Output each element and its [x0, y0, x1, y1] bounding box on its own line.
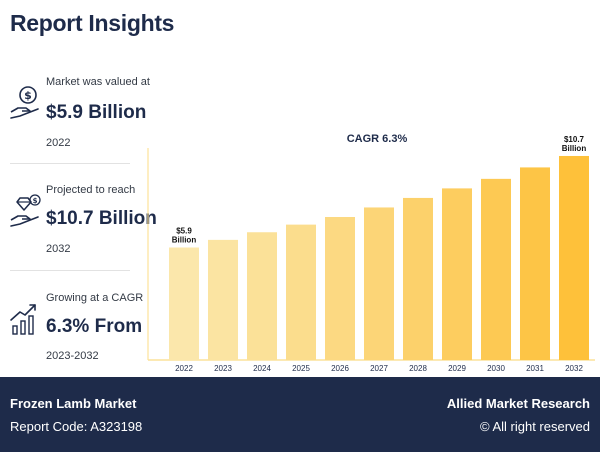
data-label: $10.7 [564, 135, 585, 144]
bar-2023 [208, 239, 238, 360]
x-tick-label: 2027 [370, 364, 388, 373]
footer: Frozen Lamb Market Report Code: A323198 … [0, 377, 600, 452]
data-label: $5.9 [176, 227, 192, 236]
market-name: Frozen Lamb Market [10, 396, 137, 411]
svg-text:$: $ [33, 197, 38, 205]
stat-sub: 2023-2032 [46, 350, 99, 362]
x-tick-label: 2025 [292, 364, 310, 373]
x-tick-label: 2023 [214, 364, 232, 373]
x-tick-label: 2030 [487, 364, 505, 373]
stat-value: 6.3% From [46, 316, 143, 337]
data-label: Billion [562, 144, 587, 153]
bar-2024 [247, 232, 277, 360]
data-label: Billion [172, 236, 197, 245]
divider [10, 163, 130, 164]
growth-chart-icon [10, 304, 36, 335]
stat-label: Growing at a CAGR [46, 292, 144, 304]
bar-2026 [325, 216, 355, 360]
copyright: © All right reserved [479, 419, 590, 434]
diamond-hand-icon: $ [10, 194, 41, 227]
chart-title: CAGR 6.3% [347, 133, 408, 145]
x-tick-label: 2026 [331, 364, 349, 373]
x-tick-label: 2029 [448, 364, 466, 373]
x-tick-label: 2028 [409, 364, 427, 373]
bar-chart: CAGR 6.3% 2022 2023 2024 2025 2026 2027 2028 20… [147, 133, 595, 373]
svg-text:$: $ [24, 89, 32, 102]
stat-value: $5.9 Billion [46, 102, 147, 123]
stat-sub: 2032 [46, 243, 71, 255]
money-hand-icon: $ [10, 86, 39, 119]
bar-2029 [442, 188, 472, 360]
bar-2030 [481, 178, 511, 360]
x-tick-label: 2032 [565, 364, 583, 373]
bar-2025 [286, 224, 316, 360]
stat-label: Projected to reach [46, 184, 136, 196]
bar-2031 [520, 167, 550, 360]
stat-market-value: $ Market was valued at $5.9 Billion 2022 [0, 68, 150, 168]
bar-2022 [169, 247, 199, 360]
stat-sub: 2022 [46, 137, 71, 149]
page-title: Report Insights [10, 10, 175, 36]
bar-2032 [559, 155, 589, 360]
report-code: Report Code: A323198 [10, 419, 143, 434]
divider [10, 270, 130, 271]
x-tick-label: 2022 [175, 364, 193, 373]
stat-projected-value: $ Projected to reach $10.7 Billion 2032 [0, 176, 157, 276]
company-name: Allied Market Research [446, 396, 590, 411]
stat-label: Market was valued at [46, 76, 150, 88]
bar-2027 [364, 207, 394, 360]
x-tick-label: 2031 [526, 364, 544, 373]
stat-value: $10.7 Billion [46, 208, 157, 229]
stat-cagr: Growing at a CAGR 6.3% From 2023-2032 [0, 284, 144, 384]
x-tick-label: 2024 [253, 364, 271, 373]
bar-2028 [403, 197, 433, 360]
